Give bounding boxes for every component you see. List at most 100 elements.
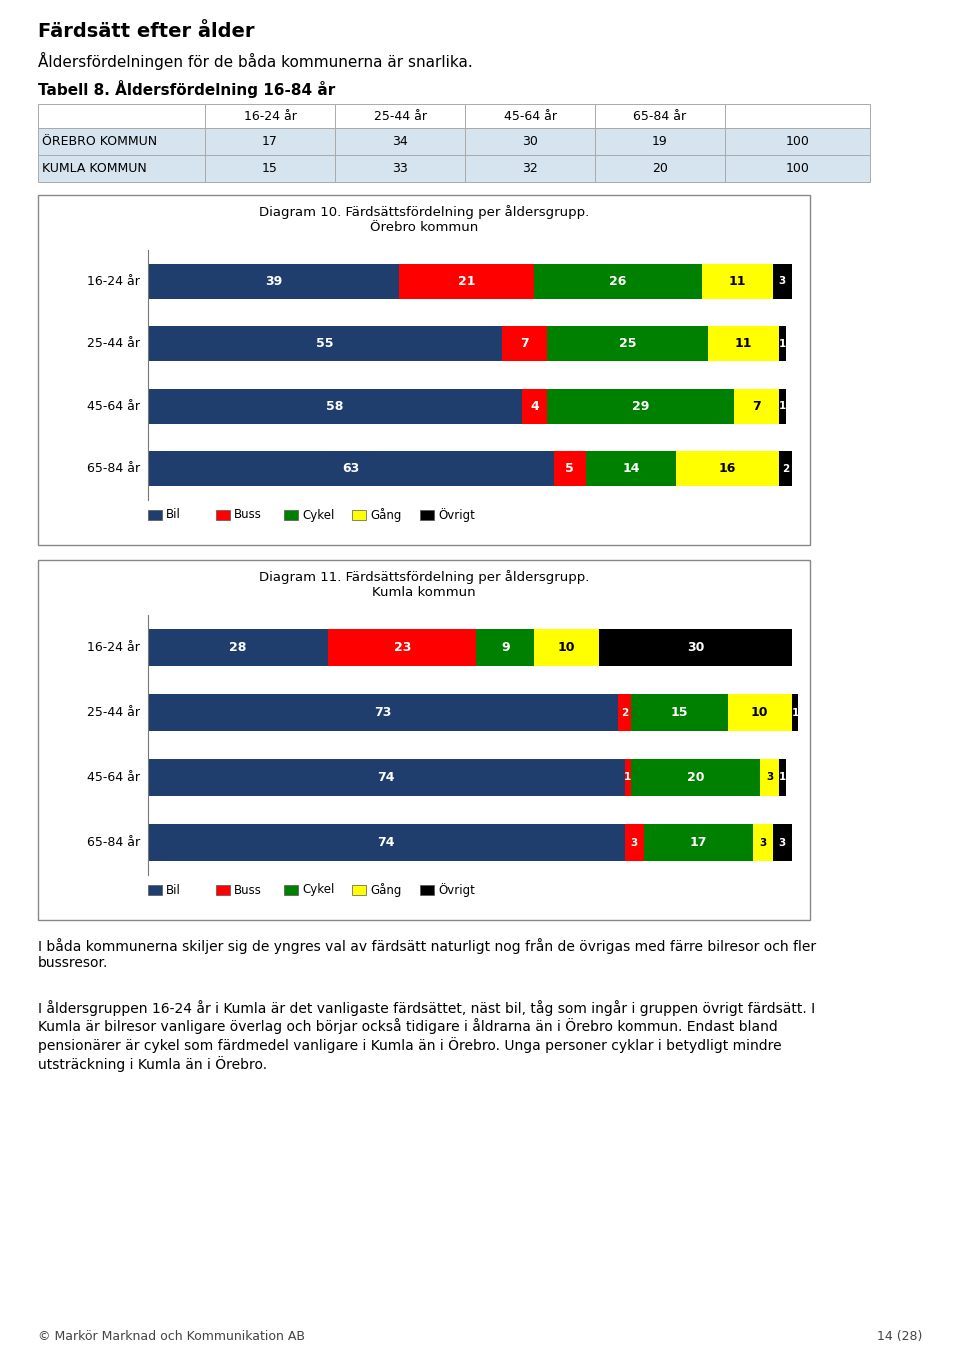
Text: 17: 17 [690,836,708,848]
Text: 100: 100 [785,162,809,176]
Bar [465,128,595,155]
Bar [148,263,399,299]
Bar [465,104,595,128]
Bar [728,694,792,731]
Text: Cykel: Cykel [302,508,334,521]
Text: Gång: Gång [370,884,401,897]
Text: 32: 32 [522,162,538,176]
Bar [38,561,810,920]
Bar [284,885,298,894]
Text: 3: 3 [766,773,773,782]
Text: 15: 15 [670,707,688,719]
Bar [792,694,799,731]
Text: 45-64 år: 45-64 år [503,109,557,123]
Text: 33: 33 [392,162,408,176]
Bar [335,104,465,128]
Text: 65-84 år: 65-84 år [634,109,686,123]
Bar [399,263,535,299]
Bar [148,759,625,796]
Text: 16: 16 [719,462,736,476]
Text: I åldersgruppen 16-24 år i Kumla är det vanligaste färdsättet, näst bil, tåg som: I åldersgruppen 16-24 år i Kumla är det … [38,1000,815,1071]
Bar [521,389,547,424]
Text: 1: 1 [779,773,786,782]
Text: 30: 30 [522,135,538,149]
Bar [725,128,870,155]
Text: 15: 15 [262,162,278,176]
Bar [676,451,780,486]
Bar [352,885,366,894]
Bar [780,389,785,424]
Text: 2: 2 [621,708,628,717]
Bar [38,104,205,128]
Text: 11: 11 [729,274,746,288]
Text: 14: 14 [622,462,639,476]
Bar [734,389,780,424]
Text: KUMLA KOMMUN: KUMLA KOMMUN [42,162,147,176]
Text: 16-24 år: 16-24 år [87,274,140,288]
Bar [205,128,335,155]
Text: 34: 34 [392,135,408,149]
Text: Åldersfördelningen för de båda kommunerna är snarlika.: Åldersfördelningen för de båda kommunern… [38,51,472,70]
Bar [476,630,535,666]
Text: 65-84 år: 65-84 år [86,462,140,476]
Text: 25-44 år: 25-44 år [87,707,140,719]
Bar [535,263,702,299]
Bar [708,327,780,361]
Text: 3: 3 [779,838,786,847]
Text: Övrigt: Övrigt [438,884,475,897]
Bar [148,824,625,861]
Text: Bil: Bil [166,508,180,521]
Bar [335,155,465,182]
Text: 29: 29 [632,400,649,413]
Text: 4: 4 [530,400,539,413]
Bar [148,694,618,731]
Bar [205,155,335,182]
Text: 1: 1 [779,339,786,349]
Bar [773,263,792,299]
Text: 58: 58 [326,400,344,413]
Bar [780,451,792,486]
Bar [599,630,792,666]
Text: 3: 3 [779,276,786,286]
Text: 19: 19 [652,135,668,149]
Bar [631,694,728,731]
Bar [148,509,162,520]
Bar [148,885,162,894]
Bar [148,630,328,666]
Bar [725,155,870,182]
Text: 20: 20 [686,771,704,784]
Text: 10: 10 [558,640,575,654]
Bar [148,389,521,424]
Text: 9: 9 [501,640,510,654]
Text: 74: 74 [377,771,395,784]
Text: Bil: Bil [166,884,180,897]
Text: Buss: Buss [234,508,262,521]
Text: 26: 26 [610,274,627,288]
Text: 10: 10 [751,707,769,719]
Bar [547,327,708,361]
Text: 3: 3 [631,838,637,847]
Bar [554,451,586,486]
Bar [625,759,631,796]
Text: 30: 30 [686,640,704,654]
Text: Diagram 11. Färdsättsfördelning per åldersgrupp.
Kumla kommun: Diagram 11. Färdsättsfördelning per ålde… [259,570,589,598]
Bar [586,451,676,486]
Text: 3: 3 [759,838,767,847]
Text: 25: 25 [619,338,636,350]
Text: 74: 74 [377,836,395,848]
Bar [595,128,725,155]
Bar [420,509,434,520]
Text: 7: 7 [520,338,529,350]
Bar [284,509,298,520]
Bar [465,155,595,182]
Text: 11: 11 [735,338,753,350]
Text: ÖREBRO KOMMUN: ÖREBRO KOMMUN [42,135,157,149]
Text: I båda kommunerna skiljer sig de yngres val av färdsätt naturligt nog från de öv: I båda kommunerna skiljer sig de yngres … [38,938,816,970]
Text: 1: 1 [792,708,799,717]
Bar [328,630,476,666]
Text: Tabell 8. Åldersfördelning 16-84 år: Tabell 8. Åldersfördelning 16-84 år [38,80,335,99]
Text: 21: 21 [458,274,475,288]
Text: Gång: Gång [370,508,401,521]
Bar [595,155,725,182]
Text: 65-84 år: 65-84 år [86,836,140,848]
